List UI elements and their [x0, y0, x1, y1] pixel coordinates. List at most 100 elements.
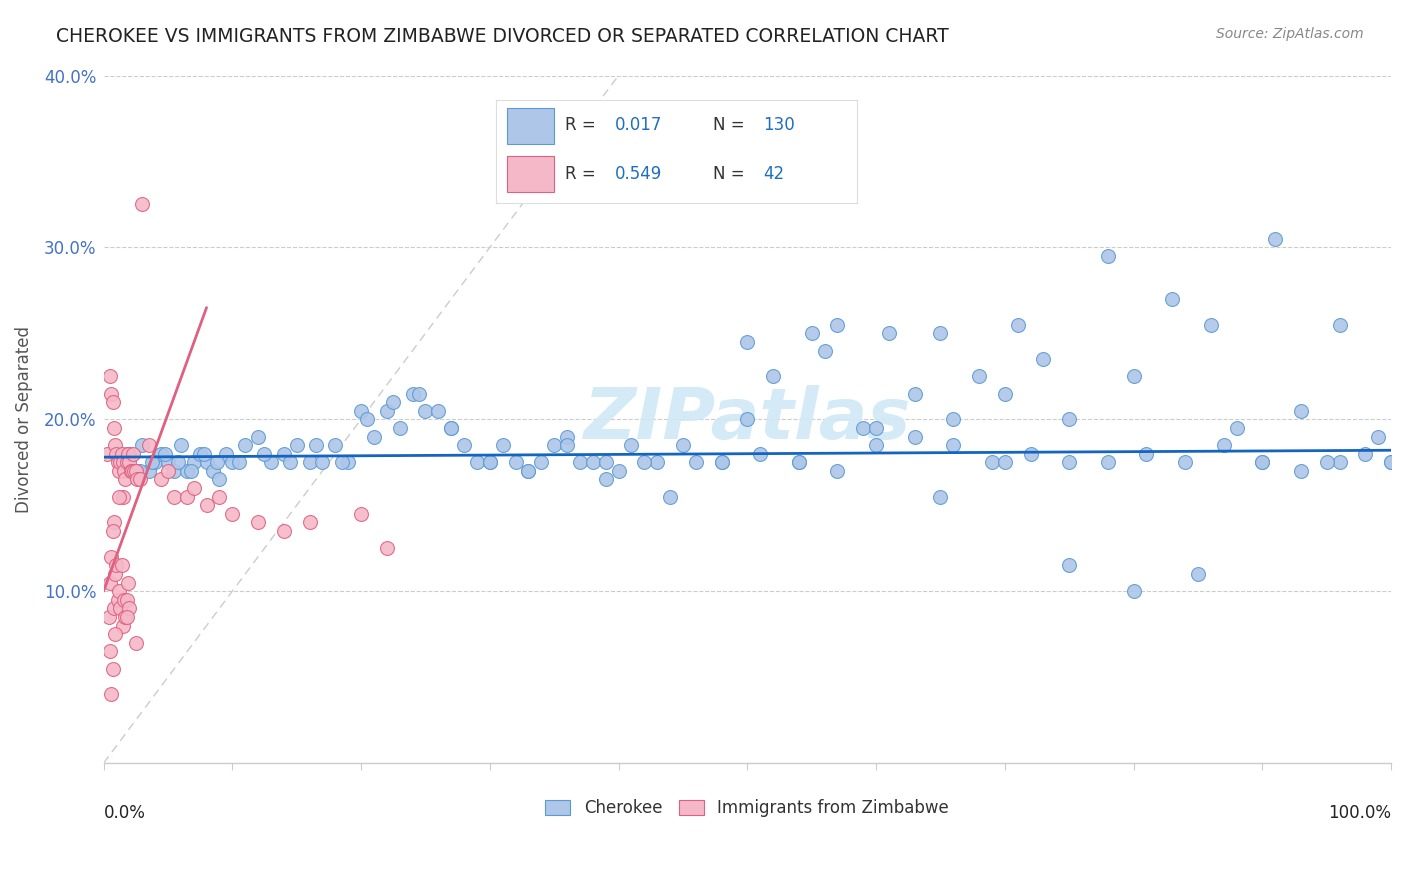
Point [942, 438, 965, 452]
Point [929, 326, 952, 341]
Point [1135, 447, 1157, 461]
Point [813, 343, 835, 358]
Point [273, 524, 295, 538]
Point [100, 386, 122, 401]
Point [337, 455, 360, 469]
Point [440, 421, 463, 435]
Point [595, 455, 617, 469]
Point [1057, 455, 1080, 469]
Point [117, 575, 139, 590]
Point [128, 473, 150, 487]
Point [208, 473, 231, 487]
Point [101, 395, 124, 409]
Point [1187, 567, 1209, 582]
Point [111, 455, 134, 469]
Point [1007, 318, 1029, 332]
Point [762, 369, 785, 384]
Point [415, 403, 437, 417]
Point [108, 490, 131, 504]
Point [1251, 455, 1274, 469]
Point [877, 326, 900, 341]
Text: CHEROKEE VS IMMIGRANTS FROM ZIMBABWE DIVORCED OR SEPARATED CORRELATION CHART: CHEROKEE VS IMMIGRANTS FROM ZIMBABWE DIV… [56, 27, 949, 45]
Point [530, 455, 553, 469]
Point [115, 455, 138, 469]
Point [330, 455, 353, 469]
Point [163, 490, 186, 504]
Point [104, 438, 127, 452]
Point [787, 455, 810, 469]
Point [156, 464, 179, 478]
Point [375, 541, 398, 556]
Point [735, 334, 758, 349]
Point [98, 575, 121, 590]
Point [492, 438, 515, 452]
Point [105, 558, 128, 573]
Point [110, 447, 132, 461]
Point [356, 412, 378, 426]
Point [141, 455, 163, 469]
Point [115, 592, 138, 607]
Text: 0.0%: 0.0% [104, 805, 145, 822]
Point [1057, 558, 1080, 573]
Point [980, 455, 1002, 469]
Point [122, 447, 145, 461]
Point [1329, 318, 1351, 332]
Point [104, 627, 127, 641]
Point [827, 318, 849, 332]
Point [247, 429, 270, 443]
Point [555, 429, 578, 443]
Point [543, 438, 565, 452]
Point [1161, 292, 1184, 306]
Point [156, 455, 179, 469]
Point [852, 421, 875, 435]
Point [350, 403, 373, 417]
Point [131, 438, 153, 452]
Point [114, 473, 136, 487]
Point [221, 455, 243, 469]
Point [735, 412, 758, 426]
Point [749, 447, 772, 461]
Point [1316, 455, 1339, 469]
Point [112, 592, 135, 607]
Point [478, 455, 501, 469]
Point [1225, 421, 1247, 435]
Point [115, 610, 138, 624]
Point [96, 447, 118, 461]
Point [260, 455, 283, 469]
Point [375, 403, 398, 417]
Y-axis label: Divorced or Separated: Divorced or Separated [15, 326, 32, 513]
Point [125, 473, 148, 487]
Point [201, 464, 224, 478]
Point [100, 549, 122, 564]
Point [607, 464, 630, 478]
Point [121, 464, 143, 478]
Point [505, 455, 527, 469]
Point [1097, 249, 1119, 263]
Point [620, 438, 643, 452]
Point [131, 197, 153, 211]
Point [103, 516, 125, 530]
Text: 100.0%: 100.0% [1329, 805, 1391, 822]
Point [104, 567, 127, 582]
Point [787, 455, 810, 469]
Point [865, 421, 887, 435]
Point [1289, 464, 1312, 478]
Point [710, 455, 733, 469]
Point [195, 498, 218, 512]
Point [1212, 438, 1234, 452]
Point [228, 455, 250, 469]
Point [440, 421, 463, 435]
Point [208, 490, 231, 504]
Point [195, 455, 218, 469]
Point [517, 464, 540, 478]
Point [278, 455, 301, 469]
Point [233, 438, 256, 452]
Point [298, 455, 321, 469]
Point [125, 636, 148, 650]
Point [800, 326, 823, 341]
Point [1057, 412, 1080, 426]
Text: ZIPatlas: ZIPatlas [583, 384, 911, 454]
Point [645, 455, 668, 469]
Point [97, 610, 120, 624]
Point [659, 490, 682, 504]
